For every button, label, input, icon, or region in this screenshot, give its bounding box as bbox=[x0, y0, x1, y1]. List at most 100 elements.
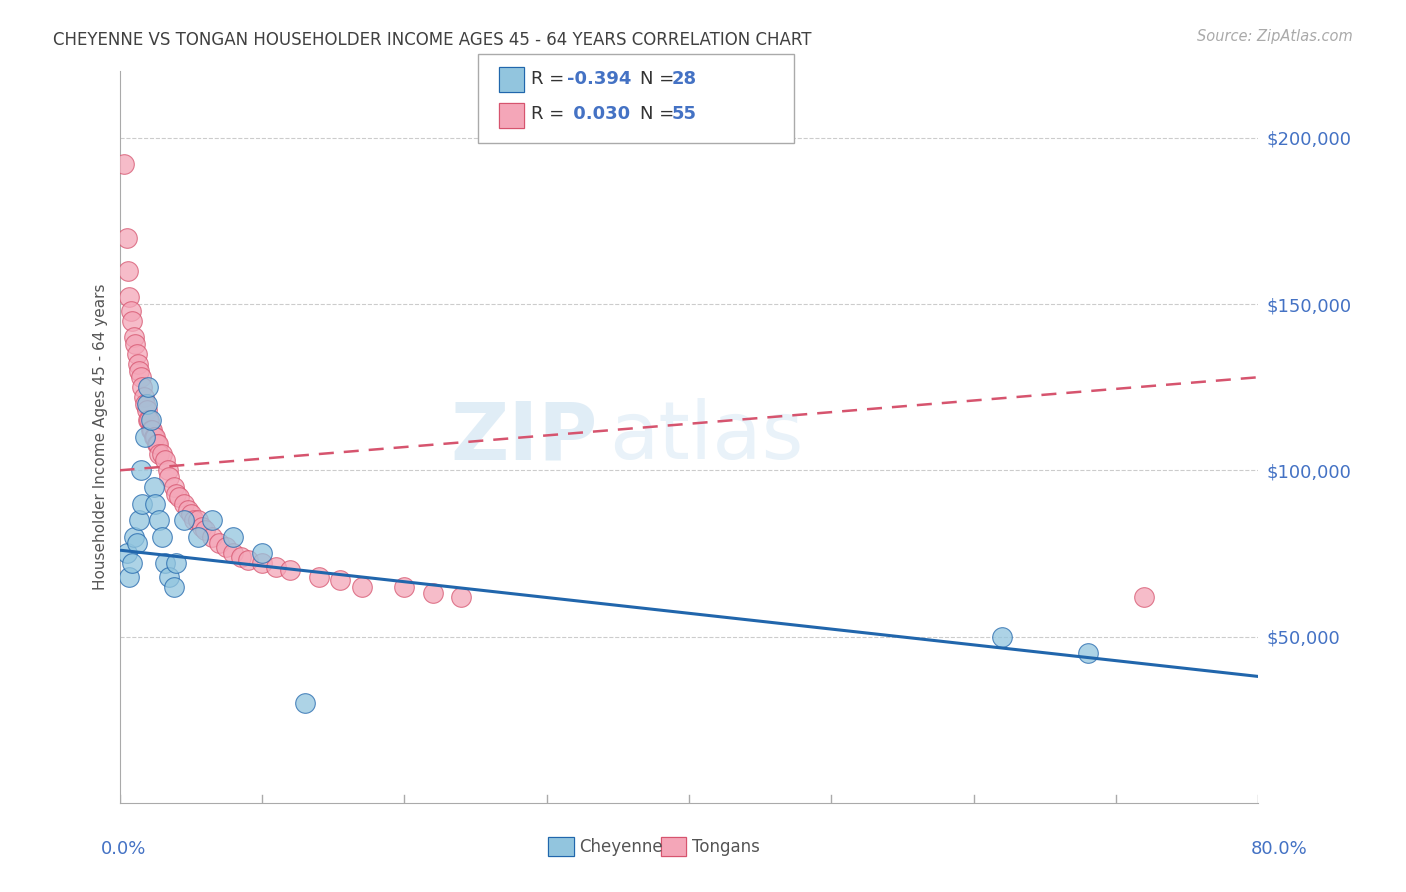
Text: Cheyenne: Cheyenne bbox=[579, 838, 662, 855]
Point bbox=[156, 463, 179, 477]
Point bbox=[173, 513, 195, 527]
Point bbox=[120, 303, 142, 318]
Point bbox=[201, 530, 224, 544]
Point bbox=[250, 546, 273, 560]
Point bbox=[142, 430, 165, 444]
Point bbox=[148, 513, 170, 527]
Point bbox=[350, 580, 373, 594]
Point bbox=[177, 503, 200, 517]
Point bbox=[142, 480, 165, 494]
Point bbox=[162, 480, 184, 494]
Point bbox=[450, 590, 472, 604]
Point bbox=[129, 370, 152, 384]
Text: 55: 55 bbox=[672, 105, 697, 123]
Text: 80.0%: 80.0% bbox=[1251, 840, 1308, 858]
Text: N =: N = bbox=[640, 70, 679, 88]
Point bbox=[139, 424, 162, 438]
Point bbox=[148, 447, 170, 461]
Y-axis label: Householder Income Ages 45 - 64 years: Householder Income Ages 45 - 64 years bbox=[93, 284, 108, 591]
Point bbox=[215, 540, 238, 554]
Point bbox=[131, 497, 153, 511]
Point bbox=[166, 486, 188, 500]
Text: Tongans: Tongans bbox=[692, 838, 759, 855]
Text: 0.0%: 0.0% bbox=[101, 840, 146, 858]
Point bbox=[1077, 646, 1099, 660]
Point bbox=[131, 380, 153, 394]
Point bbox=[115, 230, 138, 244]
Point bbox=[222, 546, 245, 560]
Point bbox=[124, 337, 146, 351]
Point bbox=[187, 513, 209, 527]
Point bbox=[294, 696, 316, 710]
Text: R =: R = bbox=[531, 70, 571, 88]
Point bbox=[136, 413, 159, 427]
Point bbox=[146, 436, 169, 450]
Point bbox=[422, 586, 444, 600]
Text: ZIP: ZIP bbox=[450, 398, 598, 476]
Point bbox=[991, 630, 1014, 644]
Point bbox=[169, 490, 191, 504]
Text: R =: R = bbox=[531, 105, 571, 123]
Point bbox=[118, 290, 141, 304]
Point bbox=[127, 357, 149, 371]
Point bbox=[150, 447, 173, 461]
Point bbox=[187, 530, 209, 544]
Point bbox=[329, 573, 352, 587]
Point bbox=[236, 553, 259, 567]
Text: N =: N = bbox=[640, 105, 679, 123]
Point bbox=[136, 380, 159, 394]
Point bbox=[143, 430, 166, 444]
Point bbox=[135, 403, 157, 417]
Point bbox=[117, 264, 139, 278]
Point bbox=[264, 559, 287, 574]
Point bbox=[143, 497, 166, 511]
Point bbox=[122, 530, 145, 544]
Point bbox=[394, 580, 416, 594]
Point bbox=[112, 157, 135, 171]
Point bbox=[125, 536, 148, 550]
Point bbox=[162, 580, 184, 594]
Point bbox=[121, 314, 143, 328]
Point bbox=[128, 513, 150, 527]
Point bbox=[191, 520, 214, 534]
Text: Source: ZipAtlas.com: Source: ZipAtlas.com bbox=[1197, 29, 1353, 44]
Point bbox=[141, 424, 163, 438]
Point bbox=[145, 436, 167, 450]
Point bbox=[118, 570, 141, 584]
Point bbox=[135, 397, 157, 411]
Text: atlas: atlas bbox=[609, 398, 804, 476]
Text: -0.394: -0.394 bbox=[567, 70, 631, 88]
Point bbox=[150, 530, 173, 544]
Point bbox=[208, 536, 231, 550]
Point bbox=[121, 557, 143, 571]
Point bbox=[138, 413, 160, 427]
Point bbox=[222, 530, 245, 544]
Point bbox=[153, 453, 176, 467]
Point bbox=[180, 507, 202, 521]
Point bbox=[280, 563, 302, 577]
Point bbox=[173, 497, 195, 511]
Point bbox=[194, 523, 217, 537]
Point bbox=[134, 430, 156, 444]
Point bbox=[129, 463, 152, 477]
Text: 28: 28 bbox=[672, 70, 697, 88]
Point bbox=[134, 397, 156, 411]
Point bbox=[201, 513, 224, 527]
Point bbox=[1133, 590, 1156, 604]
Point bbox=[157, 570, 180, 584]
Point bbox=[139, 413, 162, 427]
Text: 0.030: 0.030 bbox=[567, 105, 630, 123]
Text: CHEYENNE VS TONGAN HOUSEHOLDER INCOME AGES 45 - 64 YEARS CORRELATION CHART: CHEYENNE VS TONGAN HOUSEHOLDER INCOME AG… bbox=[53, 31, 811, 49]
Point bbox=[128, 363, 150, 377]
Point bbox=[157, 470, 180, 484]
Point bbox=[166, 557, 188, 571]
Point bbox=[132, 390, 155, 404]
Point bbox=[308, 570, 330, 584]
Point bbox=[122, 330, 145, 344]
Point bbox=[125, 347, 148, 361]
Point bbox=[229, 549, 252, 564]
Point bbox=[153, 557, 176, 571]
Point bbox=[183, 513, 205, 527]
Point bbox=[115, 546, 138, 560]
Point bbox=[250, 557, 273, 571]
